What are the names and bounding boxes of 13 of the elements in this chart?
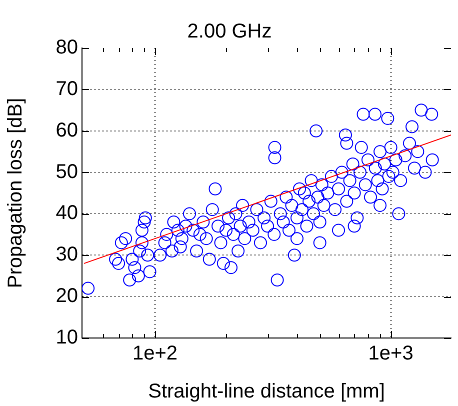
- y-tick-label: 80: [56, 36, 78, 59]
- x-tick-label: 1e+3: [368, 342, 414, 365]
- y-tick-label: 60: [56, 119, 78, 142]
- y-tick-label: 40: [56, 202, 78, 224]
- y-tick-label: 30: [56, 244, 78, 266]
- chart-title: 2.00 GHz: [187, 20, 272, 43]
- y-axis-title: Propagation loss [dB]: [4, 98, 27, 288]
- y-tick-label: 70: [56, 78, 78, 100]
- y-tick-label: 50: [56, 160, 78, 183]
- y-tick-label: 10: [56, 326, 78, 349]
- x-tick-label: 1e+2: [132, 342, 178, 365]
- x-axis-title: Straight-line distance [mm]: [148, 380, 385, 403]
- y-tick-label: 20: [56, 285, 78, 308]
